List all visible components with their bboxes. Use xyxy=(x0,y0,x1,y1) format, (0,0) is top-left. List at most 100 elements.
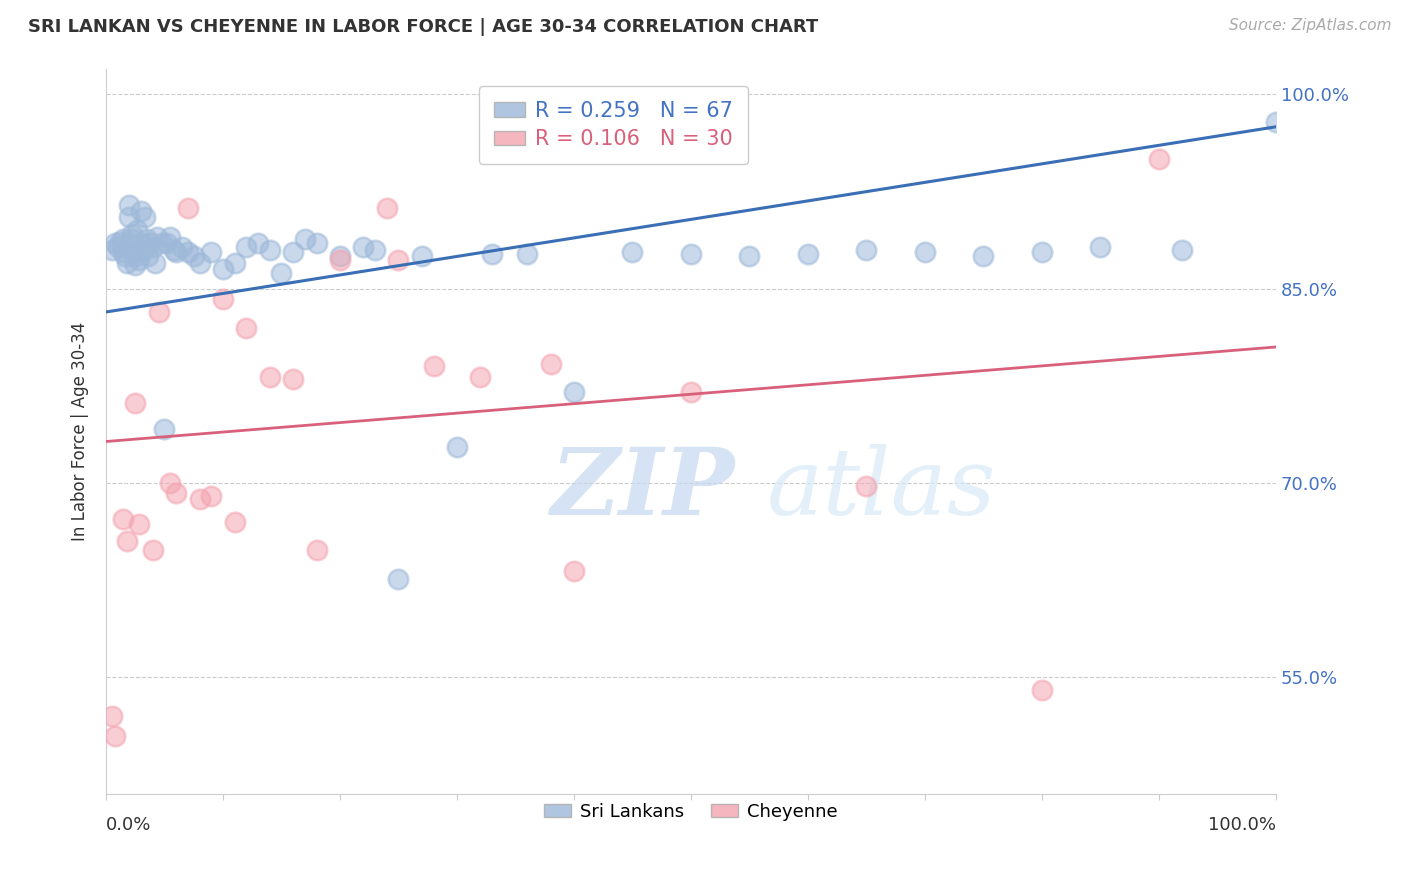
Point xyxy=(128,517,150,532)
Point xyxy=(259,243,281,257)
Point xyxy=(516,246,538,260)
Point xyxy=(247,236,270,251)
Point xyxy=(281,245,304,260)
Point xyxy=(212,262,235,277)
Point xyxy=(156,236,179,251)
Point xyxy=(235,320,257,334)
Point xyxy=(177,202,200,216)
Point xyxy=(540,357,562,371)
Point xyxy=(100,243,122,257)
Point xyxy=(294,232,316,246)
Point xyxy=(183,249,205,263)
Point xyxy=(1265,114,1288,128)
Point xyxy=(134,211,156,225)
Text: 0.0%: 0.0% xyxy=(105,815,152,833)
Legend: Sri Lankans, Cheyenne: Sri Lankans, Cheyenne xyxy=(537,796,845,829)
Point xyxy=(118,197,141,211)
Point xyxy=(107,240,129,254)
Point xyxy=(411,249,433,263)
Point xyxy=(121,245,143,260)
Point xyxy=(108,235,131,249)
Point xyxy=(115,256,138,270)
Point xyxy=(387,253,409,268)
Y-axis label: In Labor Force | Age 30-34: In Labor Force | Age 30-34 xyxy=(72,321,89,541)
Point xyxy=(212,292,235,306)
Text: 100.0%: 100.0% xyxy=(1208,815,1277,833)
Point xyxy=(188,491,211,506)
Point xyxy=(114,249,136,263)
Point xyxy=(224,256,246,270)
Point xyxy=(177,245,200,260)
Point xyxy=(972,249,994,263)
Point xyxy=(738,249,761,263)
Point xyxy=(128,253,150,268)
Point xyxy=(855,243,877,257)
Point xyxy=(129,204,152,219)
Point xyxy=(259,369,281,384)
Point xyxy=(387,572,409,586)
Point xyxy=(112,232,135,246)
Point xyxy=(855,478,877,492)
Point xyxy=(364,243,387,257)
Point xyxy=(118,211,141,225)
Point xyxy=(121,227,143,242)
Point xyxy=(679,246,702,260)
Point xyxy=(224,515,246,529)
Point xyxy=(329,253,352,268)
Point xyxy=(132,243,155,257)
Point xyxy=(235,240,257,254)
Point xyxy=(150,236,173,251)
Point xyxy=(1090,240,1112,254)
Point xyxy=(270,266,292,280)
Point xyxy=(305,543,328,558)
Point xyxy=(446,440,468,454)
Point xyxy=(121,232,143,246)
Point xyxy=(143,256,166,270)
Point xyxy=(914,245,936,260)
Point xyxy=(124,259,146,273)
Point xyxy=(112,245,135,260)
Point xyxy=(170,240,193,254)
Point xyxy=(329,249,352,263)
Point xyxy=(104,729,127,743)
Point xyxy=(621,245,644,260)
Point xyxy=(127,223,149,237)
Point xyxy=(422,359,444,374)
Text: atlas: atlas xyxy=(768,444,997,534)
Point xyxy=(281,372,304,386)
Point xyxy=(200,489,222,503)
Point xyxy=(481,246,503,260)
Point xyxy=(1171,243,1194,257)
Point xyxy=(112,512,135,526)
Point xyxy=(163,243,186,257)
Point xyxy=(142,240,165,254)
Point xyxy=(124,395,146,409)
Point xyxy=(470,369,492,384)
Text: SRI LANKAN VS CHEYENNE IN LABOR FORCE | AGE 30-34 CORRELATION CHART: SRI LANKAN VS CHEYENNE IN LABOR FORCE | … xyxy=(28,18,818,36)
Point xyxy=(1147,152,1170,166)
Point xyxy=(136,249,159,263)
Point xyxy=(135,232,157,246)
Point xyxy=(124,249,146,263)
Point xyxy=(159,475,181,490)
Point xyxy=(159,230,181,244)
Point xyxy=(146,230,169,244)
Point xyxy=(165,245,187,260)
Point xyxy=(1031,245,1053,260)
Point xyxy=(104,236,127,251)
Point xyxy=(129,236,152,251)
Point xyxy=(165,486,187,500)
Point xyxy=(679,385,702,400)
Point xyxy=(148,305,170,319)
Point xyxy=(352,240,374,254)
Point xyxy=(115,534,138,549)
Point xyxy=(1031,683,1053,698)
Point xyxy=(562,385,585,400)
Text: ZIP: ZIP xyxy=(551,444,735,534)
Point xyxy=(100,709,122,723)
Point xyxy=(153,421,176,435)
Point xyxy=(139,236,162,251)
Point xyxy=(200,245,222,260)
Point xyxy=(188,256,211,270)
Point xyxy=(562,564,585,578)
